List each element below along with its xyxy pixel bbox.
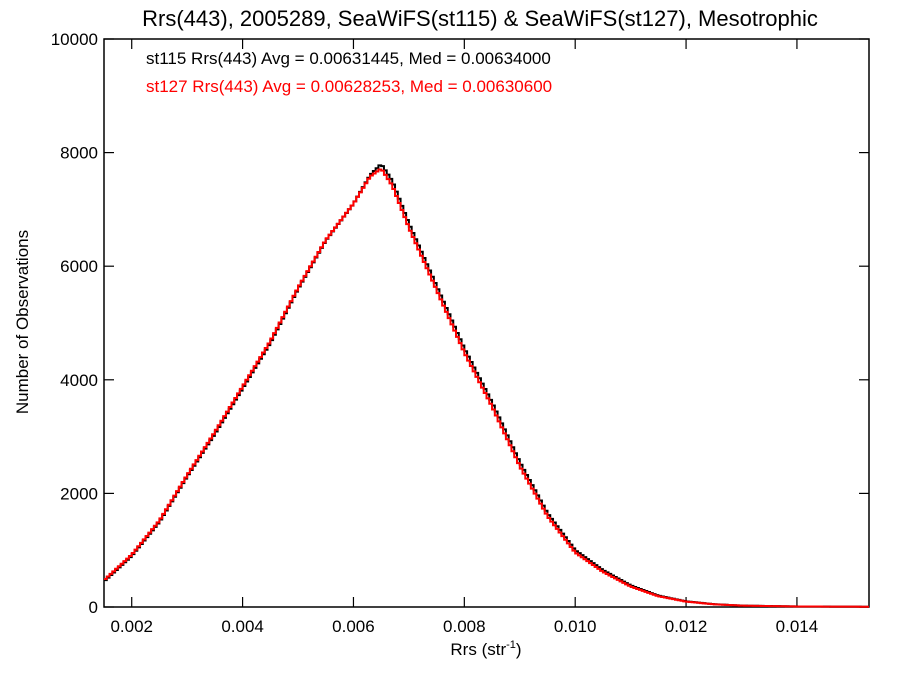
y-tick-label: 2000 — [60, 484, 98, 503]
x-axis-label-close: ) — [516, 640, 522, 659]
y-tick-label: 8000 — [60, 144, 98, 163]
x-axis-label: Rrs (str-1) — [450, 639, 521, 659]
x-tick-label: 0.008 — [443, 617, 486, 636]
y-axis-label: Number of Observations — [13, 230, 32, 414]
y-tick-label: 6000 — [60, 257, 98, 276]
x-axis: 0.002 0.004 0.006 0.008 0.010 0.012 0.014 — [110, 39, 818, 636]
x-tick-label: 0.002 — [110, 617, 153, 636]
x-axis-label-superscript: -1 — [506, 639, 516, 651]
y-tick-label: 4000 — [60, 371, 98, 390]
series-layer — [104, 164, 869, 608]
chart-title: Rrs(443), 2005289, SeaWiFS(st115) & SeaW… — [142, 6, 818, 31]
legend-entry-st127: st127 Rrs(443) Avg = 0.00628253, Med = 0… — [146, 77, 552, 96]
x-tick-label: 0.014 — [776, 617, 819, 636]
x-axis-label-main: Rrs (str — [450, 640, 506, 659]
plot-frame — [103, 38, 870, 608]
x-tick-label: 0.012 — [665, 617, 708, 636]
y-tick-label: 0 — [89, 598, 98, 617]
x-tick-label: 0.004 — [221, 617, 264, 636]
legend-entry-st115: st115 Rrs(443) Avg = 0.00631445, Med = 0… — [146, 49, 551, 68]
x-tick-label: 0.010 — [554, 617, 597, 636]
x-tick-label: 0.006 — [332, 617, 375, 636]
y-tick-label: 10000 — [51, 30, 98, 49]
series-line-st127 — [104, 168, 869, 608]
y-axis: 0 2000 4000 6000 8000 10000 — [51, 30, 869, 617]
